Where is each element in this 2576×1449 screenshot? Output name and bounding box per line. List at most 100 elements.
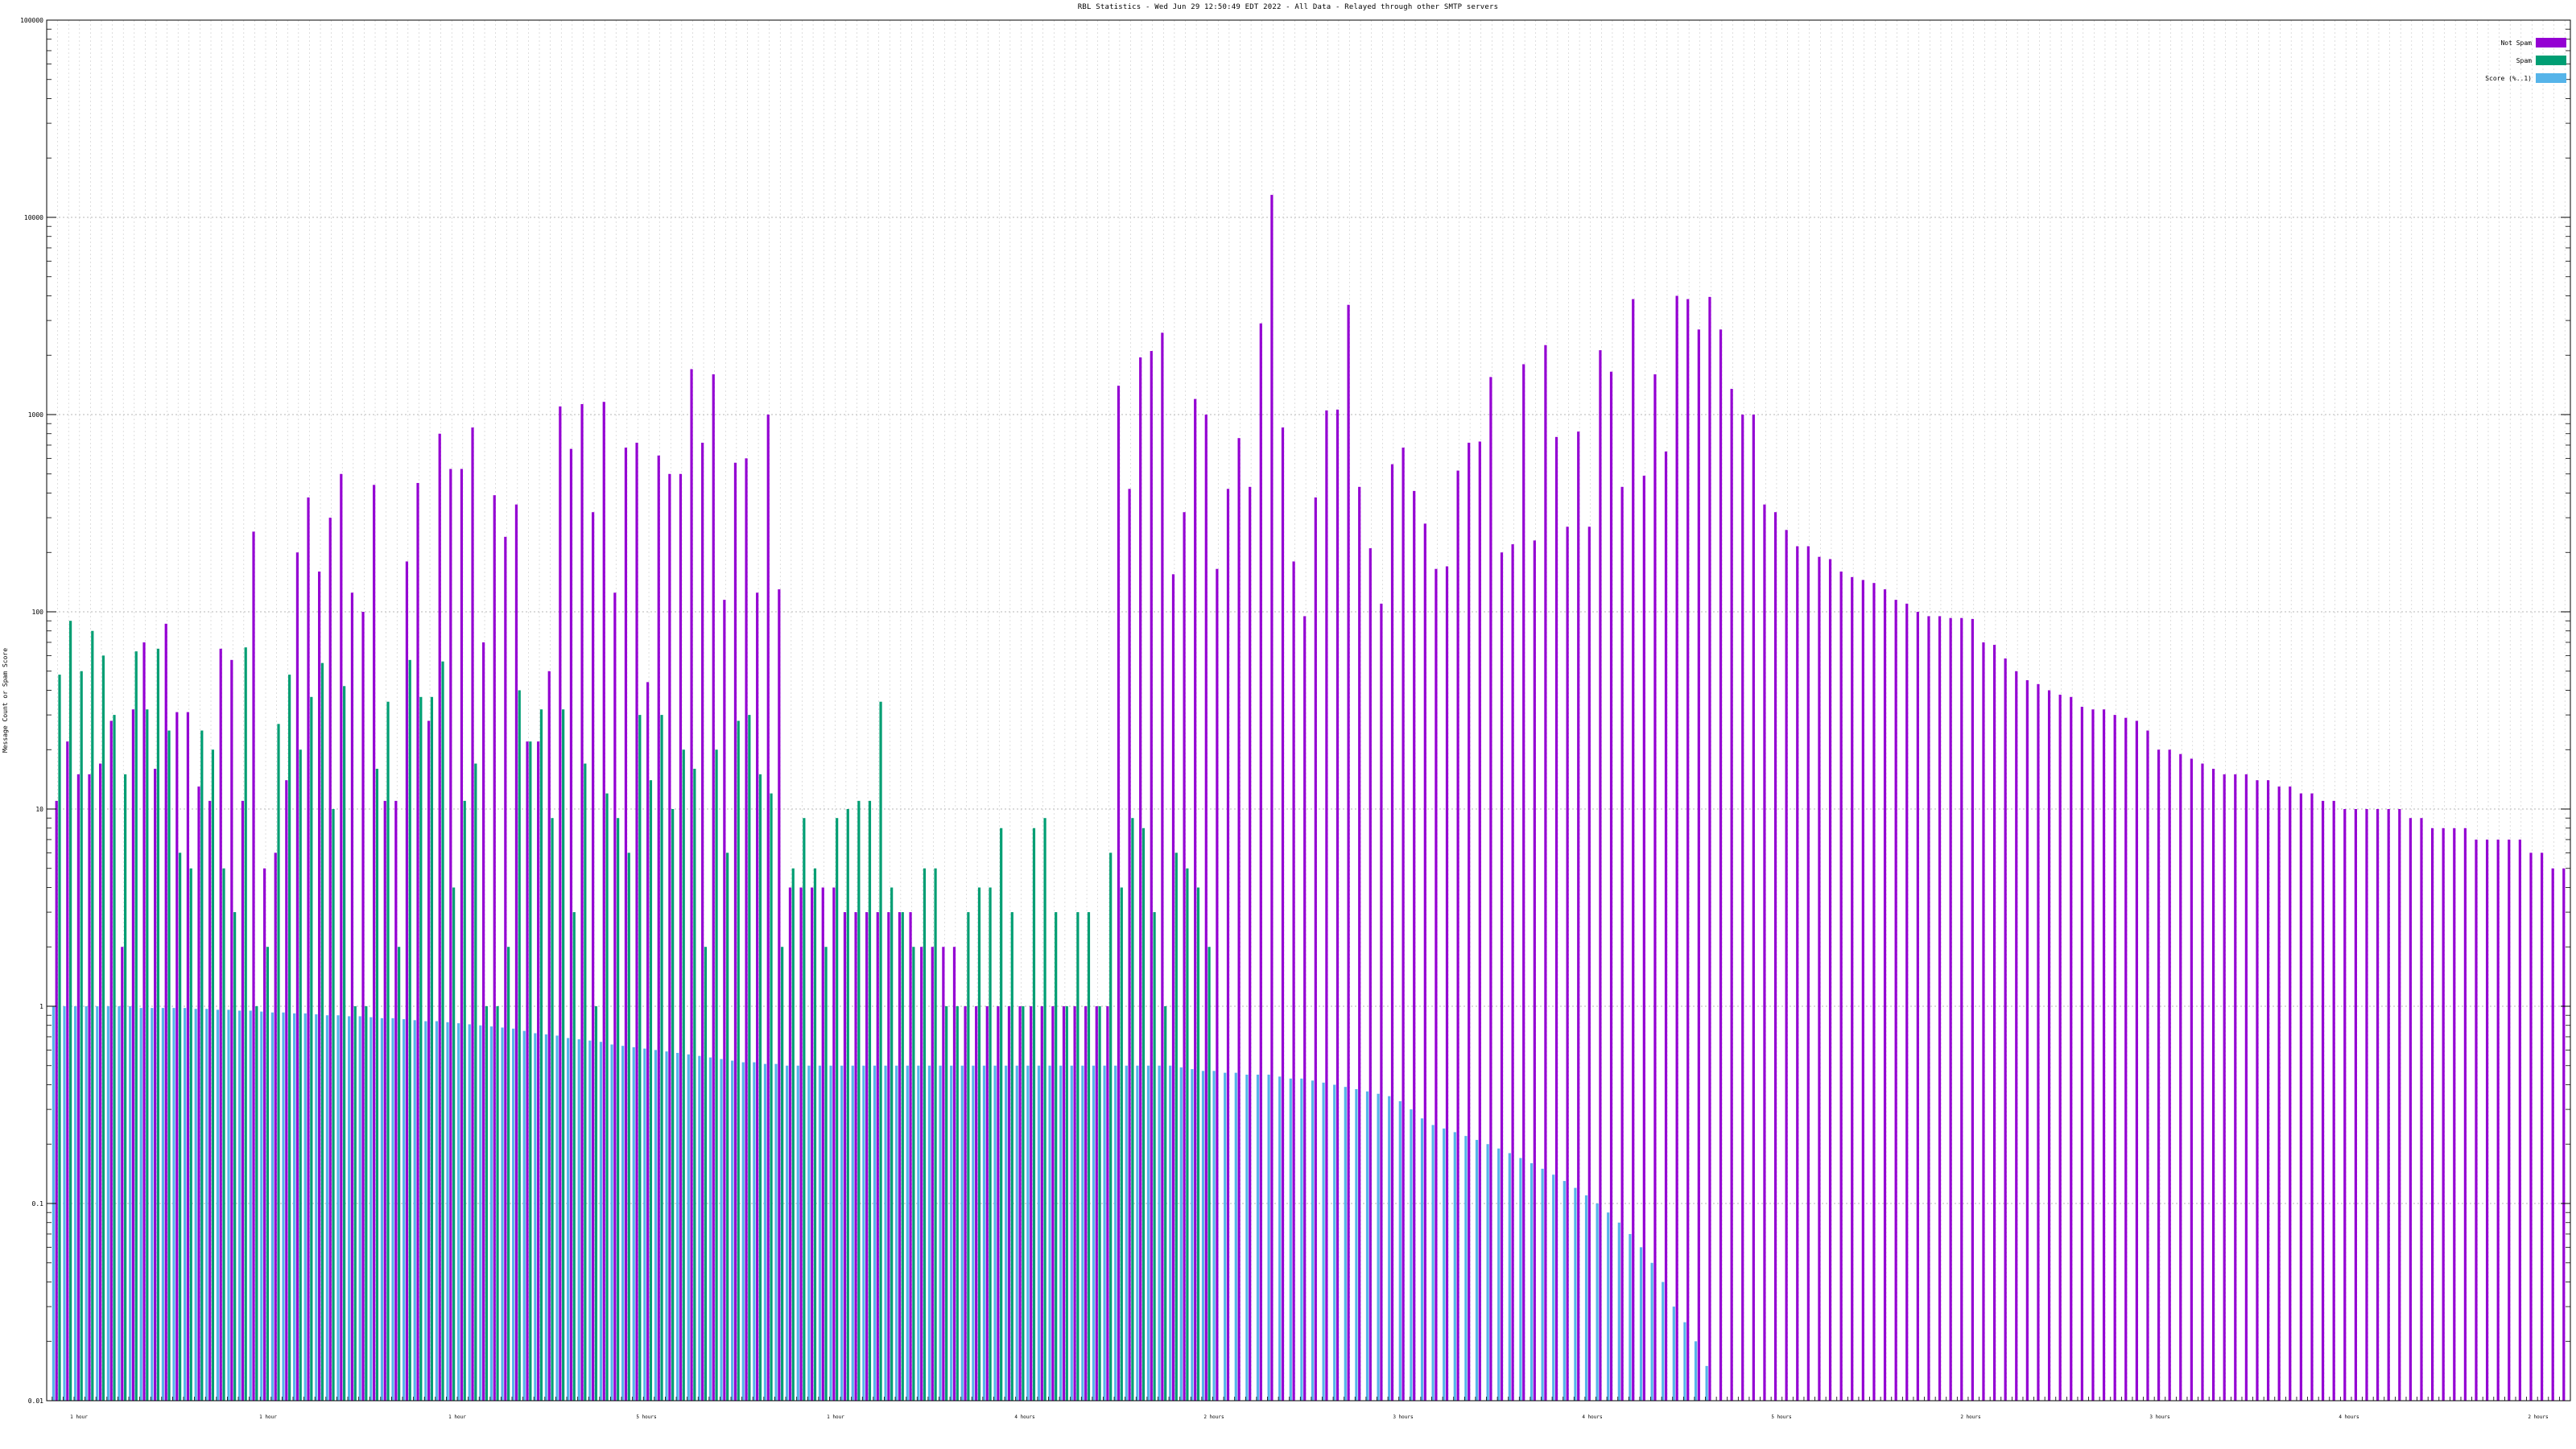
bar-spam [266,947,270,1401]
y-tick-label: 1 [39,1003,43,1010]
bar-not-spam [164,623,167,1401]
bar-spam [398,947,401,1401]
bar-not-spam [657,455,660,1401]
bar-score [227,1009,230,1401]
category-label: 4 hours [1014,1414,1035,1420]
bar-spam [539,709,543,1401]
bar-not-spam [2562,868,2566,1401]
bar-not-spam [547,671,551,1401]
bar-not-spam [2354,809,2357,1401]
bar-score [1191,1069,1194,1401]
bar-score [1234,1072,1237,1401]
bar-not-spam [230,659,233,1401]
bar-score [1541,1168,1544,1401]
bar-not-spam [2277,786,2281,1401]
bar-not-spam [1390,464,1394,1402]
bar-score [927,1065,931,1401]
bar-not-spam [482,642,485,1401]
bar-spam [1087,912,1091,1401]
bar-not-spam [1763,504,1766,1401]
bar-not-spam [307,497,310,1401]
bar-score [1158,1065,1161,1401]
bar-spam [813,868,817,1401]
bar-spam [1022,1006,1025,1401]
bar-score [1059,1065,1063,1401]
bar-not-spam [2168,749,2171,1401]
bar-spam [496,1006,499,1401]
bar-score [698,1055,701,1401]
bar-score [1103,1065,1106,1401]
bar-not-spam [208,800,212,1401]
bar-not-spam [766,415,770,1401]
bar-spam [715,749,718,1401]
bar-not-spam [1905,603,1909,1401]
bar-score [270,1012,275,1401]
bar-not-spam [1949,617,1952,1401]
bar-not-spam [1249,486,1252,1401]
bar-spam [211,749,215,1401]
bar-not-spam [1489,377,1492,1401]
bar-not-spam [778,589,781,1401]
y-tick-label: 100 [32,609,44,616]
chart-title: RBL Statistics - Wed Jun 29 12:50:49 EDT… [1077,3,1499,11]
bar-score [731,1060,734,1401]
bar-not-spam [1468,442,1471,1401]
bar-not-spam [1402,448,1405,1401]
bar-not-spam [2409,818,2412,1401]
bar-not-spam [537,741,540,1401]
bar-score [282,1012,285,1401]
bar-score [512,1028,515,1401]
y-tick-label: 100000 [20,17,43,24]
bar-spam [781,947,784,1401]
bar-spam [770,793,773,1401]
bar-spam [320,663,324,1401]
bar-score [1212,1071,1216,1401]
bar-not-spam [1851,576,1854,1401]
bar-score [654,1050,658,1401]
bar-not-spam [2234,774,2237,1401]
bar-score [139,1008,142,1401]
bar-score [1267,1074,1270,1401]
bar-not-spam [701,442,704,1401]
bar-spam [649,780,653,1401]
bar-spam [386,701,390,1401]
bar-spam [726,852,729,1401]
bar-spam [594,1006,598,1401]
bar-not-spam [559,406,562,1402]
bar-not-spam [416,482,419,1402]
bar-score [555,1035,559,1401]
y-tick-label: 10000 [24,214,43,221]
bar-not-spam [2529,852,2533,1401]
bar-not-spam [219,648,222,1401]
bar-not-spam [1719,329,1723,1401]
bar-not-spam [1785,530,1788,1401]
bar-not-spam [2551,868,2554,1401]
bar-not-spam [1872,583,1876,1401]
bar-score [917,1065,920,1401]
bar-not-spam [1522,364,1525,1401]
bar-score [1486,1144,1489,1401]
category-label: 3 hours [1393,1414,1414,1420]
bar-score [774,1063,778,1401]
bar-spam [80,671,83,1401]
bar-not-spam [997,1006,1000,1401]
bar-not-spam [1697,329,1700,1401]
bar-spam [967,912,970,1401]
bar-not-spam [2442,828,2445,1401]
bar-score [851,1065,854,1401]
bar-not-spam [569,448,573,1401]
bar-spam [156,648,160,1401]
y-tick-label: 0.1 [32,1200,44,1208]
bar-score [1584,1195,1588,1401]
bar-not-spam [526,741,529,1401]
bar-spam [758,774,762,1401]
bar-not-spam [2113,715,2116,1401]
bar-not-spam [799,887,803,1401]
bar-spam [846,809,849,1401]
bar-not-spam [142,642,146,1401]
category-labels-layer: 1 hour 1 hour 1 hour 5 hours 1 hour 4 hours 2 … [70,1414,2549,1420]
grid-layer [47,20,2570,1401]
legend-swatch [2536,56,2566,65]
bar-not-spam [2453,828,2456,1401]
bar-not-spam [1500,552,1504,1401]
